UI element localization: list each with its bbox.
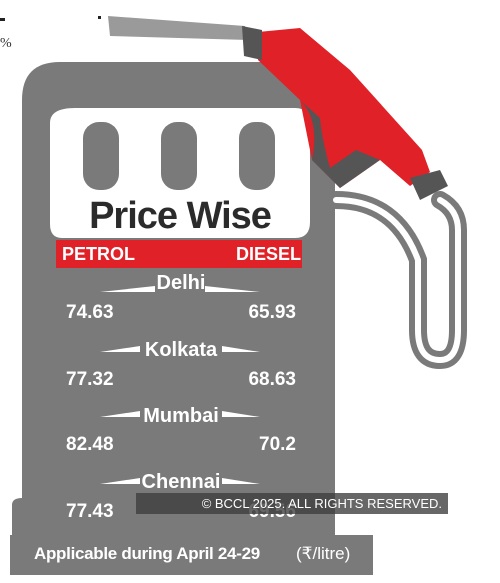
petrol-price: 77.43	[66, 501, 114, 522]
petrol-price: 77.32	[66, 369, 114, 390]
diesel-price: 65.93	[248, 302, 296, 323]
divider-arrow-icon	[100, 286, 260, 484]
copyright-watermark: © BCCL 2025. ALL RIGHTS RESERVED.	[136, 493, 448, 514]
petrol-price: 74.63	[66, 302, 114, 323]
fuel-nozzle-icon	[242, 26, 448, 200]
applicability-note: Applicable during April 24-29	[34, 544, 260, 563]
petrol-price: 82.48	[66, 434, 114, 455]
edge-fragment: %	[0, 36, 12, 51]
diesel-price: 70.2	[259, 434, 296, 455]
city-name: Kolkata	[144, 339, 218, 361]
diesel-column-label: DIESEL	[235, 244, 301, 264]
petrol-column-label: PETROL	[62, 244, 136, 264]
graphic-title: Price Wise	[89, 195, 272, 237]
city-name: Chennai	[141, 471, 221, 493]
diesel-price: 68.63	[248, 369, 296, 390]
city-name: Mumbai	[143, 405, 219, 427]
city-name: Delhi	[156, 272, 206, 294]
price-unit: (₹/litre)	[296, 544, 351, 563]
